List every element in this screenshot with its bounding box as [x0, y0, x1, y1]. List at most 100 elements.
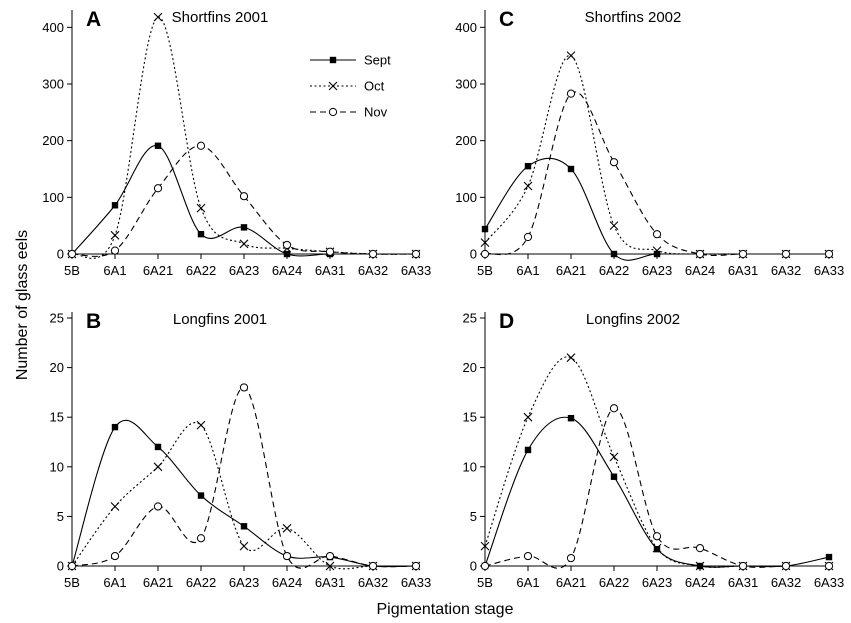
- data-point-circle: [110, 551, 120, 561]
- panel-title: Longfins 2002: [586, 311, 680, 328]
- data-point-circle: [824, 561, 834, 571]
- data-point-circle: [566, 89, 576, 98]
- data-point-x: [325, 561, 335, 571]
- y-tick-label: 300: [42, 77, 64, 92]
- data-point-circle: [824, 249, 834, 259]
- x-tick-label: 6A31: [728, 263, 758, 278]
- data-point-circle: [480, 249, 490, 259]
- x-tick-label: 6A33: [401, 263, 431, 278]
- data-point-square: [111, 202, 119, 209]
- y-tick-label: 300: [455, 77, 477, 92]
- series-oct: [67, 12, 421, 259]
- data-point-square: [481, 225, 489, 233]
- data-point-x: [328, 81, 338, 91]
- series-nov: [480, 404, 834, 571]
- series-nov: [67, 383, 421, 571]
- panel-b: 0 5 10 15 20 25 5B 6A1 6A21 6A22 6A23 6A24 6A31 6A32 6…: [50, 310, 432, 590]
- series-line: [71, 386, 417, 569]
- data-point-square: [197, 230, 205, 238]
- y-tick-label: 20: [50, 360, 64, 375]
- data-point-circle: [411, 249, 421, 259]
- y-tick-label: 10: [50, 459, 64, 474]
- data-point-circle: [566, 553, 576, 563]
- y-tick-label: 0: [470, 247, 477, 262]
- data-point-square: [524, 162, 532, 170]
- data-point-square: [154, 443, 162, 451]
- data-point-x: [652, 543, 662, 553]
- x-tick-label: 5B: [477, 263, 493, 278]
- data-point-x: [652, 246, 662, 255]
- data-point-circle: [325, 551, 335, 561]
- series-line: [484, 91, 829, 257]
- panel-title: Shortfins 2002: [585, 9, 682, 26]
- y-tick-label: 0: [57, 247, 64, 262]
- data-point-x: [695, 561, 705, 571]
- y-tick-label: 200: [455, 133, 477, 148]
- data-point-x: [196, 420, 206, 430]
- series-line: [71, 16, 417, 259]
- x-tick-label: 6A21: [556, 575, 586, 590]
- series-line: [484, 356, 829, 568]
- series-line: [71, 422, 416, 570]
- data-point-x: [196, 203, 206, 213]
- data-point-circle: [325, 247, 335, 256]
- series-oct: [480, 51, 834, 259]
- data-point-square: [154, 142, 162, 149]
- series-sept: [481, 414, 833, 570]
- y-tick-label: 25: [463, 311, 477, 326]
- x-tick-label: 6A33: [401, 575, 431, 590]
- data-point-x: [566, 51, 576, 61]
- data-point-circle: [328, 107, 338, 117]
- x-tick-label: 6A23: [642, 263, 672, 278]
- x-tick-label: 6A1: [103, 575, 126, 590]
- data-point-circle: [738, 249, 748, 259]
- data-point-circle: [781, 561, 791, 571]
- panel-c: 0 100 200 300 400 5B 6A1 6A21 6A22 6A23 6A24 6A31 6A…: [455, 8, 844, 278]
- y-tick-label: 15: [463, 410, 477, 425]
- data-point-square: [825, 553, 833, 561]
- series-line: [484, 55, 829, 255]
- data-point-circle: [368, 561, 378, 571]
- data-point-x: [110, 502, 120, 511]
- data-point-circle: [609, 404, 619, 413]
- data-point-circle: [282, 551, 292, 561]
- x-tick-label: 6A23: [229, 575, 259, 590]
- x-tick-label: 6A21: [556, 263, 586, 278]
- legend-label: Oct: [364, 79, 385, 94]
- y-tick-label: 0: [57, 559, 64, 574]
- data-point-circle: [368, 249, 378, 259]
- y-tick-label: 10: [463, 459, 477, 474]
- data-point-square: [240, 523, 248, 530]
- data-point-circle: [523, 551, 533, 561]
- legend-item-nov: Nov: [310, 105, 388, 120]
- data-point-circle: [609, 158, 619, 167]
- y-tick-label: 25: [50, 311, 64, 326]
- series-oct: [67, 420, 421, 571]
- x-tick-label: 6A31: [315, 263, 345, 278]
- data-point-x: [523, 181, 533, 191]
- data-point-x: [153, 12, 163, 22]
- y-tick-label: 5: [57, 509, 64, 524]
- x-axis-title: Pigmentation stage: [377, 601, 514, 618]
- x-tick-label: 6A32: [771, 575, 801, 590]
- panel-a: 0 100 200 300 400 5B 6A1 6A21 6A22 6A23 6A24 6A31 6A…: [42, 8, 431, 278]
- x-tick-label: 6A24: [685, 263, 715, 278]
- panel-letter: C: [499, 8, 514, 31]
- data-point-square: [524, 446, 532, 454]
- data-point-square: [111, 423, 119, 431]
- panel-letter: B: [86, 310, 101, 333]
- data-point-square: [653, 545, 661, 553]
- data-point-circle: [480, 561, 490, 571]
- data-point-square: [653, 250, 661, 258]
- y-tick-label: 400: [42, 20, 64, 35]
- data-point-x: [153, 462, 163, 472]
- x-tick-label: 6A24: [685, 575, 715, 590]
- x-tick-label: 6A31: [728, 575, 758, 590]
- y-tick-label: 0: [470, 559, 477, 574]
- series-line: [484, 407, 829, 569]
- series-sept: [481, 157, 833, 261]
- data-point-x: [609, 452, 619, 462]
- legend: Sept Oct Nov: [310, 53, 391, 120]
- data-point-circle: [738, 561, 748, 571]
